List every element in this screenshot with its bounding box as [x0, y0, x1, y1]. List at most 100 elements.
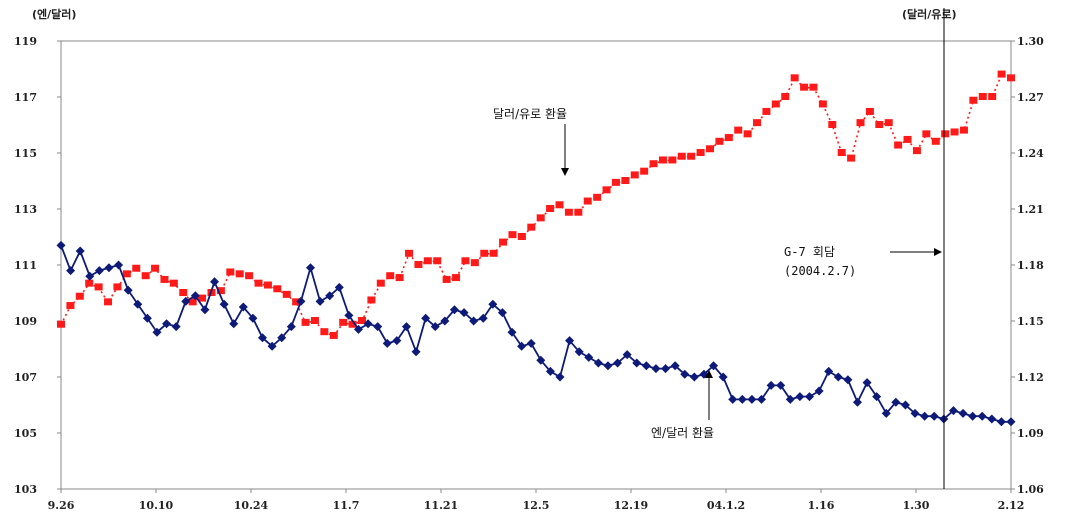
- data-point: [440, 316, 450, 326]
- data-point: [641, 361, 651, 371]
- data-point: [651, 364, 661, 374]
- data-point: [661, 364, 671, 374]
- right-tick-label: 1.21: [1017, 203, 1044, 216]
- data-point: [122, 270, 131, 278]
- right-tick-label: 1.24: [1017, 147, 1044, 160]
- data-point: [325, 291, 335, 301]
- data-point: [348, 320, 357, 328]
- data-point: [931, 137, 940, 145]
- data-point: [301, 318, 310, 326]
- data-point: [687, 152, 696, 160]
- data-point: [959, 126, 968, 134]
- data-point: [555, 201, 564, 209]
- data-point: [527, 223, 536, 231]
- left-y-axis: 119 117 115 113 111 109 107 105 103: [14, 35, 61, 496]
- data-point: [263, 281, 272, 289]
- data-point: [339, 318, 348, 326]
- data-point: [179, 289, 188, 296]
- data-point: [414, 261, 423, 268]
- dollar-euro-annotation: 달러/유로 환율: [493, 107, 567, 121]
- data-point: [958, 408, 968, 418]
- data-point: [254, 279, 263, 287]
- g7-pointer-arrowhead: [934, 248, 942, 256]
- data-point: [85, 279, 94, 287]
- data-point: [104, 263, 114, 273]
- data-point: [411, 347, 421, 357]
- yen-dollar-annotation: 엔/달러 환율: [651, 426, 714, 440]
- data-point: [658, 156, 667, 164]
- data-point: [920, 411, 930, 421]
- right-tick-label: 1.09: [1017, 427, 1044, 440]
- x-tick-label: 1.30: [903, 499, 930, 512]
- data-point: [320, 328, 329, 336]
- data-point: [442, 275, 451, 283]
- data-point: [66, 302, 75, 310]
- data-point: [555, 372, 565, 382]
- data-point: [433, 257, 442, 265]
- data-point: [141, 272, 150, 280]
- data-point: [747, 394, 757, 404]
- data-point: [814, 386, 824, 396]
- left-tick-label: 119: [14, 35, 37, 48]
- data-point: [296, 296, 306, 306]
- x-tick-label: 10.10: [139, 499, 174, 512]
- data-point: [353, 324, 363, 334]
- data-point: [401, 322, 411, 332]
- left-tick-label: 103: [14, 483, 37, 496]
- data-point: [929, 411, 939, 421]
- data-point: [584, 352, 594, 362]
- data-point: [847, 154, 856, 162]
- right-axis-unit: (달러/유로): [902, 7, 957, 21]
- data-point: [267, 341, 277, 351]
- data-point: [680, 369, 690, 379]
- left-tick-label: 107: [14, 371, 37, 384]
- series-line: [60, 245, 1011, 423]
- x-tick-label: 04.1.2: [707, 499, 745, 512]
- left-tick-label: 115: [14, 147, 37, 160]
- series-2: [56, 240, 1016, 427]
- right-tick-label: 1.18: [1017, 259, 1044, 272]
- data-point: [282, 290, 291, 298]
- data-point: [757, 394, 767, 404]
- data-point: [988, 93, 997, 100]
- data-point: [545, 366, 555, 376]
- data-point: [804, 392, 814, 402]
- x-tick-label: 12.19: [614, 499, 648, 512]
- left-tick-label: 111: [14, 259, 37, 272]
- data-point: [286, 322, 296, 332]
- data-point: [104, 298, 113, 306]
- data-point: [169, 279, 178, 287]
- data-point: [677, 152, 686, 160]
- data-point: [894, 141, 903, 149]
- data-point: [94, 266, 104, 276]
- data-point: [526, 338, 536, 348]
- data-point: [1006, 417, 1016, 427]
- data-point: [329, 331, 338, 339]
- data-point: [724, 134, 733, 142]
- data-point: [57, 320, 65, 328]
- data-point: [507, 327, 517, 337]
- data-point: [640, 167, 649, 175]
- data-point: [245, 272, 254, 280]
- data-point: [968, 411, 978, 421]
- data-point: [809, 83, 818, 91]
- data-point: [373, 322, 383, 332]
- data-point: [800, 83, 809, 91]
- data-point: [248, 313, 258, 323]
- data-point: [912, 147, 921, 155]
- data-point: [470, 259, 479, 267]
- data-point: [602, 186, 611, 194]
- data-point: [423, 257, 432, 265]
- data-point: [94, 283, 103, 291]
- data-point: [630, 171, 639, 179]
- data-point: [613, 358, 623, 368]
- data-point: [865, 107, 874, 115]
- data-point: [715, 137, 724, 145]
- data-point: [771, 100, 780, 108]
- data-point: [151, 264, 160, 272]
- data-point: [133, 299, 143, 309]
- g7-label: G-7 회담: [784, 245, 835, 259]
- data-point: [891, 397, 901, 407]
- data-point: [171, 322, 181, 332]
